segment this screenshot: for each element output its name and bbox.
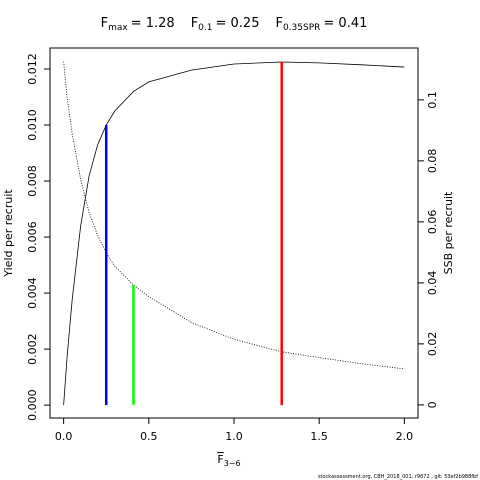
x-tick-label: 0.5 bbox=[140, 430, 158, 443]
footnote: stockassessment.org, CBH_2018_001, r9672… bbox=[318, 474, 478, 480]
y2-axis-label: SSB per recruit bbox=[442, 191, 455, 274]
series-line bbox=[63, 61, 405, 406]
y-axis-label: Yield per recruit bbox=[2, 189, 15, 278]
title-symbol: F bbox=[101, 16, 108, 31]
y-tick-label: 0.002 bbox=[26, 333, 39, 365]
y2-tick-label: 0.04 bbox=[426, 271, 439, 296]
y-tick-label: 0.012 bbox=[26, 53, 39, 85]
x-axis-label: F3−6 bbox=[217, 453, 240, 468]
x-tick-label: 1.0 bbox=[225, 430, 243, 443]
y-tick-label: 0.008 bbox=[26, 165, 39, 197]
title-subscript: max bbox=[108, 23, 128, 33]
x-tick-label: 2.0 bbox=[396, 430, 414, 443]
x-tick-label: 0.0 bbox=[55, 430, 73, 443]
title-value: = 0.41 bbox=[323, 16, 367, 31]
y2-tick-label: 0.02 bbox=[426, 332, 439, 357]
x-label-symbol: F bbox=[217, 453, 223, 466]
title-subscript: 0.35SPR bbox=[283, 23, 320, 33]
title-subscript: 0.1 bbox=[198, 23, 212, 33]
title-symbol: F bbox=[191, 16, 198, 31]
y2-tick-label: 0.1 bbox=[426, 91, 439, 109]
title-value: = 1.28 bbox=[131, 16, 175, 31]
chart-title: Fmax = 1.28 F0.1 = 0.25 F0.35SPR = 0.41 bbox=[101, 16, 368, 33]
y-tick-label: 0.000 bbox=[26, 389, 39, 421]
y2-tick-label: 0.08 bbox=[426, 149, 439, 174]
y-tick-label: 0.006 bbox=[26, 221, 39, 253]
x-label-subscript: 3−6 bbox=[224, 459, 241, 468]
series-line bbox=[63, 61, 405, 370]
y2-tick-label: 0 bbox=[426, 401, 439, 408]
y-tick-label: 0.004 bbox=[26, 277, 39, 309]
title-symbol: F bbox=[275, 16, 282, 31]
y2-tick-label: 0.06 bbox=[426, 210, 439, 235]
title-value: = 0.25 bbox=[216, 16, 260, 31]
x-tick-label: 1.5 bbox=[310, 430, 328, 443]
y-tick-label: 0.010 bbox=[26, 109, 39, 141]
